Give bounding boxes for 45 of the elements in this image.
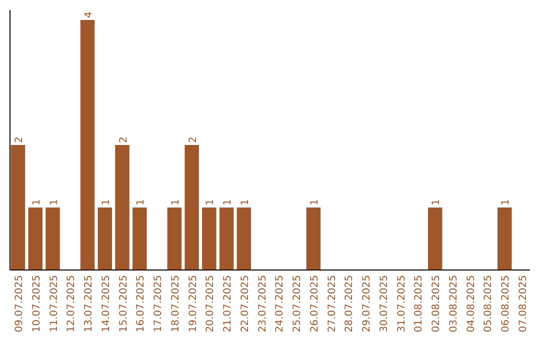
x-tick-label: 02.08.2025 xyxy=(431,275,442,332)
x-tick-label: 13.07.2025 xyxy=(84,275,95,332)
x-tick-label: 26.07.2025 xyxy=(309,275,320,332)
x-tick-label: 20.07.2025 xyxy=(205,275,216,332)
data-label: 1 xyxy=(100,199,112,206)
data-label: 2 xyxy=(188,136,199,143)
x-tick-label: 16.07.2025 xyxy=(136,275,147,332)
data-label: 4 xyxy=(84,12,95,18)
data-label: 1 xyxy=(500,199,512,206)
x-tick-label: 30.07.2025 xyxy=(378,275,390,332)
x-tick-label: 17.07.2025 xyxy=(153,275,164,332)
data-label: 1 xyxy=(222,199,234,206)
data-label: 1 xyxy=(309,199,320,206)
x-tick-label: 03.08.2025 xyxy=(448,275,460,332)
x-tick-label: 24.07.2025 xyxy=(274,275,286,332)
data-label: 1 xyxy=(31,199,42,206)
x-tick-label: 31.07.2025 xyxy=(396,275,408,332)
x-tick-label: 23.07.2025 xyxy=(257,275,268,332)
x-tick-label: 11.07.2025 xyxy=(48,275,60,332)
data-label: 1 xyxy=(136,199,147,206)
data-label: 1 xyxy=(205,199,216,206)
data-label: 1 xyxy=(431,199,442,206)
x-tick-label: 21.07.2025 xyxy=(222,275,234,332)
x-tick-label: 14.07.2025 xyxy=(100,275,112,332)
x-tick-label: 29.07.2025 xyxy=(362,275,373,332)
data-label: 2 xyxy=(14,136,25,143)
x-tick-label: 18.07.2025 xyxy=(170,275,182,332)
data-label: 1 xyxy=(240,199,251,206)
x-tick-label: 12.07.2025 xyxy=(66,275,78,332)
x-tick-label: 07.08.2025 xyxy=(518,275,530,332)
x-tick-label: 27.07.2025 xyxy=(326,275,338,332)
x-tick-label: 10.07.2025 xyxy=(31,275,42,332)
x-tick-label: 01.08.2025 xyxy=(414,275,425,332)
x-tick-label: 22.07.2025 xyxy=(240,275,251,332)
x-tick-label: 05.08.2025 xyxy=(483,275,494,332)
x-tick-label: 19.07.2025 xyxy=(188,275,199,332)
x-tick-label: 04.08.2025 xyxy=(466,275,477,332)
x-tick-label: 28.07.2025 xyxy=(344,275,356,332)
x-tick-label: 25.07.2025 xyxy=(292,275,304,332)
x-tick-label: 06.08.2025 xyxy=(500,275,512,332)
x-tick-label: 09.07.2025 xyxy=(14,275,25,332)
x-tick-label: 15.07.2025 xyxy=(118,275,130,332)
data-label: 1 xyxy=(48,199,60,206)
data-label: 2 xyxy=(118,136,130,143)
data-label: 1 xyxy=(170,199,182,206)
